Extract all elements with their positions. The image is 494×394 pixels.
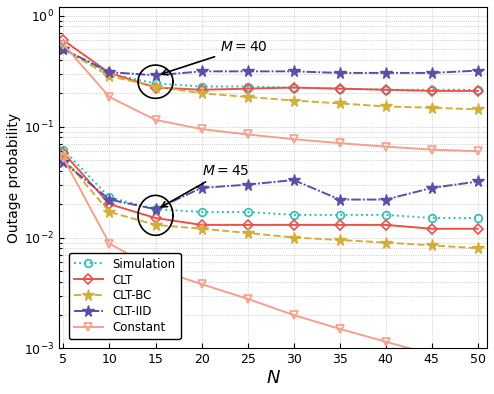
Text: $M=40$: $M=40$ [162, 40, 268, 75]
Text: $M=45$: $M=45$ [162, 164, 249, 207]
Legend: Simulation, CLT, CLT-BC, CLT-IID, Constant: Simulation, CLT, CLT-BC, CLT-IID, Consta… [69, 253, 180, 339]
X-axis label: N: N [266, 369, 280, 387]
Y-axis label: Outage probability: Outage probability [7, 113, 21, 243]
